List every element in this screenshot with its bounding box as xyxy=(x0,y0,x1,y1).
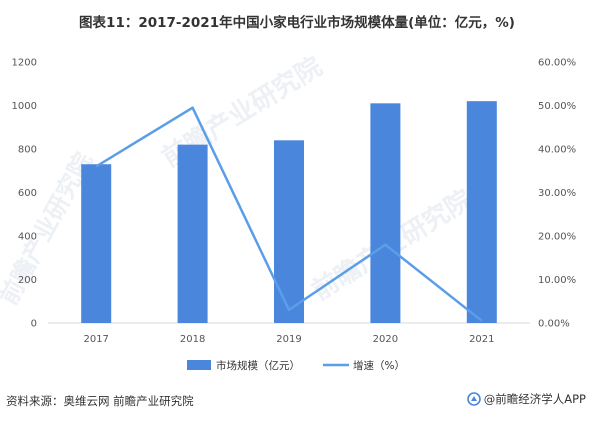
y-right-tick-label: 40.00% xyxy=(538,145,576,156)
y-right-tick-label: 30.00% xyxy=(538,188,576,199)
y-left-tick-label: 200 xyxy=(18,275,37,286)
growth-rate-line xyxy=(95,106,483,322)
y-right-tick-label: 50.00% xyxy=(538,101,576,112)
y-left-tick-label: 1200 xyxy=(12,58,37,69)
brand-text: @前瞻经济学人APP xyxy=(483,392,586,406)
x-tick-label: 2017 xyxy=(83,334,108,345)
y-left-tick-label: 1000 xyxy=(12,101,37,112)
x-tick-label: 2019 xyxy=(276,334,301,345)
y-right-tick-label: 0.00% xyxy=(538,319,570,330)
legend-label-bar: 市场规模（亿元） xyxy=(216,359,300,372)
chart-title: 图表11：2017-2021年中国小家电行业市场规模体量(单位：亿元，%) xyxy=(79,15,515,31)
x-tick-label: 2021 xyxy=(469,334,494,345)
legend-label-line: 增速（%） xyxy=(353,359,405,372)
bar-market-size xyxy=(81,164,112,323)
y-left-tick-label: 400 xyxy=(18,232,37,243)
bar-market-size xyxy=(177,144,208,323)
y-left-tick-label: 0 xyxy=(31,319,37,330)
y-right-tick-label: 20.00% xyxy=(538,232,576,243)
brand-logo-icon xyxy=(466,392,481,406)
bar-market-size xyxy=(466,101,497,324)
brand-credit: @前瞻经济学人APP xyxy=(466,391,586,407)
x-tick-label: 2018 xyxy=(180,334,205,345)
y-left-tick-label: 800 xyxy=(18,145,37,156)
source-note: 资料来源：奥维云网 前瞻产业研究院 xyxy=(6,394,194,408)
y-right-tick-label: 10.00% xyxy=(538,275,576,286)
y-left-tick-label: 600 xyxy=(18,188,37,199)
legend-swatch-bar xyxy=(187,360,211,370)
bar-market-size xyxy=(274,140,304,323)
bar-market-size xyxy=(370,103,401,323)
x-tick-label: 2020 xyxy=(373,334,398,345)
y-right-tick-label: 60.00% xyxy=(538,58,576,69)
